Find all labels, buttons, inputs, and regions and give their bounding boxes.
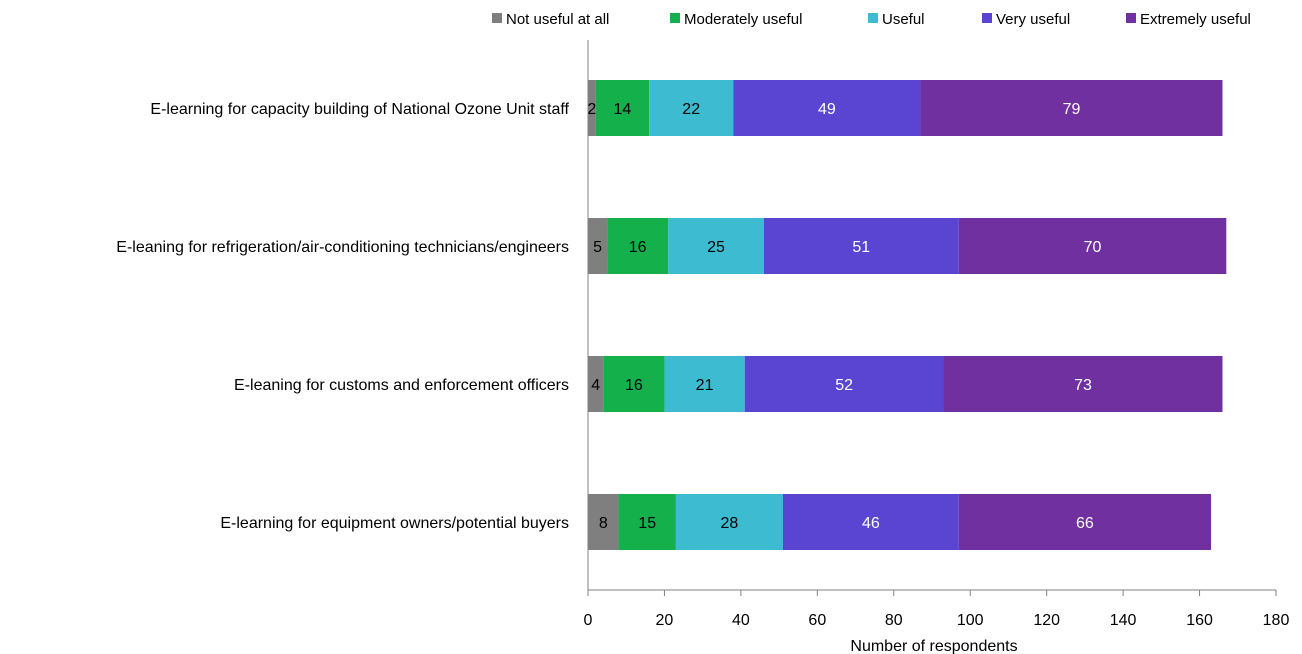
category-label: E-leaning for customs and enforcement of…	[234, 377, 569, 394]
legend-entry: Useful	[882, 11, 925, 28]
data-label: 25	[707, 239, 725, 256]
bar-segment-moderately-useful	[607, 218, 669, 274]
category-label: E-leaning for refrigeration/air-conditio…	[116, 239, 569, 256]
x-axis-title: Number of respondents	[850, 638, 1017, 654]
bar-segment-extremely-useful	[943, 356, 1223, 412]
category-label: E-learning for capacity building of Nati…	[150, 101, 569, 118]
legend-swatch	[1126, 13, 1136, 23]
x-tick-label: 180	[1263, 612, 1290, 629]
axes	[587, 40, 1276, 591]
data-label: 5	[593, 239, 602, 256]
data-label: 8	[599, 515, 608, 532]
data-label: 14	[614, 101, 632, 118]
legend-swatch	[982, 13, 992, 23]
bar-segment-extremely-useful	[958, 494, 1212, 550]
bar-segment-useful	[649, 80, 734, 136]
bar-segment-not-useful-at-all	[588, 494, 619, 550]
bar-segment-very-useful	[733, 80, 921, 136]
data-label: 15	[638, 515, 656, 532]
legend-entry: Moderately useful	[684, 11, 802, 28]
data-label: 21	[696, 377, 714, 394]
bar-segment-extremely-useful	[958, 218, 1227, 274]
bar-segment-useful	[664, 356, 745, 412]
data-label: 73	[1074, 377, 1092, 394]
data-label: 16	[625, 377, 643, 394]
bar-segment-moderately-useful	[603, 356, 665, 412]
legend-entry: Not useful at all	[506, 11, 609, 28]
bar-segment-moderately-useful	[595, 80, 650, 136]
bar-segment-very-useful	[782, 494, 959, 550]
legend-entry: Very useful	[996, 11, 1070, 28]
x-tick-label: 140	[1110, 612, 1137, 629]
data-label: 46	[862, 515, 880, 532]
data-label: 28	[721, 515, 739, 532]
bar-segment-not-useful-at-all	[588, 218, 608, 274]
category-label: E-learning for equipment owners/potentia…	[220, 515, 569, 532]
data-label: 16	[629, 239, 647, 256]
data-label: 52	[835, 377, 853, 394]
x-tick-label: 160	[1186, 612, 1213, 629]
legend: Not useful at all Moderately useful Useful…	[492, 11, 1251, 28]
data-label: 66	[1076, 515, 1094, 532]
plot-area: 2 14 22 49 79 5 16 25 51 70 4 16 21 52 73 8 15 28 46 66	[587, 80, 1227, 550]
x-tick-label: 40	[732, 612, 750, 629]
data-label: 22	[682, 101, 700, 118]
x-tick-label: 60	[808, 612, 826, 629]
bar-segment-very-useful	[763, 218, 959, 274]
bar-segment-not-useful-at-all	[588, 80, 596, 136]
data-label: 51	[852, 239, 870, 256]
legend-entry: Extremely useful	[1140, 11, 1251, 28]
data-label: 70	[1084, 239, 1102, 256]
x-axis-ticks: 0 20 40 60 80 100 120 140 160 180	[584, 590, 1290, 629]
x-tick-label: 80	[885, 612, 903, 629]
bar-segment-very-useful	[744, 356, 944, 412]
x-tick-label: 120	[1033, 612, 1060, 629]
legend-swatch	[492, 13, 502, 23]
bar-segment-moderately-useful	[618, 494, 676, 550]
legend-swatch	[670, 13, 680, 23]
x-tick-label: 100	[957, 612, 984, 629]
x-tick-label: 20	[656, 612, 674, 629]
bar-segment-extremely-useful	[920, 80, 1223, 136]
bar-segment-not-useful-at-all	[588, 356, 604, 412]
data-label: 49	[818, 101, 836, 118]
bar-segment-useful	[675, 494, 783, 550]
data-label: 2	[587, 101, 596, 118]
bar-segment-useful	[668, 218, 764, 274]
data-label: 79	[1063, 101, 1081, 118]
data-label: 4	[591, 377, 600, 394]
x-tick-label: 0	[584, 612, 593, 629]
category-labels: E-learning for capacity building of Nati…	[116, 101, 569, 532]
legend-swatch	[868, 13, 878, 23]
